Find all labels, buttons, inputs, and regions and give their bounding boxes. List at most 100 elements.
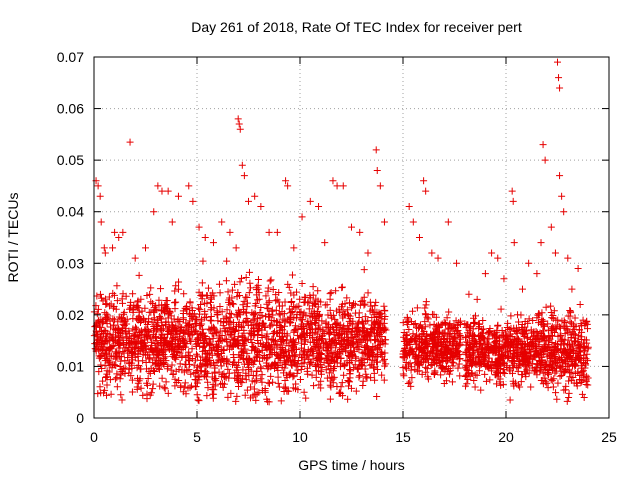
data-point bbox=[182, 353, 190, 361]
data-point bbox=[146, 369, 154, 377]
data-point bbox=[485, 335, 493, 343]
data-point bbox=[550, 358, 558, 366]
data-point bbox=[567, 355, 575, 363]
data-point bbox=[182, 361, 190, 369]
data-point bbox=[360, 301, 368, 309]
data-point bbox=[237, 274, 245, 282]
data-point bbox=[329, 356, 337, 364]
data-point bbox=[346, 374, 354, 382]
data-point bbox=[137, 384, 145, 392]
data-point bbox=[209, 239, 217, 247]
data-point bbox=[221, 327, 229, 335]
data-point bbox=[475, 360, 483, 368]
data-point bbox=[513, 363, 521, 371]
data-point bbox=[201, 314, 209, 322]
data-point bbox=[307, 359, 315, 367]
data-point bbox=[175, 365, 183, 373]
data-point bbox=[380, 302, 388, 310]
data-point bbox=[471, 338, 479, 346]
data-point bbox=[365, 351, 373, 359]
data-point bbox=[508, 187, 516, 195]
data-point bbox=[189, 313, 197, 321]
data-point bbox=[136, 337, 144, 345]
data-point bbox=[263, 395, 271, 403]
data-point bbox=[561, 324, 569, 332]
data-point bbox=[575, 326, 583, 334]
y-tick-label: 0 bbox=[76, 410, 84, 426]
data-point bbox=[483, 339, 491, 347]
data-point bbox=[188, 306, 196, 314]
data-point bbox=[412, 352, 420, 360]
data-point bbox=[149, 385, 157, 393]
data-point bbox=[529, 337, 537, 345]
data-point bbox=[118, 313, 126, 321]
data-point bbox=[533, 270, 541, 278]
data-point bbox=[352, 324, 360, 332]
data-point bbox=[296, 375, 304, 383]
data-point bbox=[550, 375, 558, 383]
data-point bbox=[257, 203, 265, 211]
data-point bbox=[485, 362, 493, 370]
data-point bbox=[119, 348, 127, 356]
data-point bbox=[409, 307, 417, 315]
data-point bbox=[304, 370, 312, 378]
data-point bbox=[157, 307, 165, 315]
data-point bbox=[583, 318, 591, 326]
data-point bbox=[204, 350, 212, 358]
data-point bbox=[136, 318, 144, 326]
data-point bbox=[554, 58, 561, 66]
data-point bbox=[290, 291, 298, 299]
data-point bbox=[199, 360, 207, 368]
data-point bbox=[442, 356, 450, 364]
data-point bbox=[167, 366, 175, 374]
data-point bbox=[105, 293, 113, 301]
data-point bbox=[371, 319, 379, 327]
data-point bbox=[113, 370, 121, 378]
data-point bbox=[327, 383, 335, 391]
data-point bbox=[97, 218, 105, 226]
data-point bbox=[141, 348, 149, 356]
data-point bbox=[161, 385, 169, 393]
data-point bbox=[109, 315, 117, 323]
data-point bbox=[556, 84, 564, 92]
data-point bbox=[576, 375, 584, 383]
data-point bbox=[234, 115, 242, 123]
data-point bbox=[300, 340, 308, 348]
data-point bbox=[100, 244, 108, 252]
data-point bbox=[358, 362, 366, 370]
data-point bbox=[469, 349, 477, 357]
data-point bbox=[182, 319, 190, 327]
axis-ticks: 0 0.01 0.02 0.03 0.04 0.05 0.06 0.07 0 5 10 15 20 25 bbox=[57, 49, 617, 445]
data-point bbox=[125, 358, 133, 366]
data-point bbox=[540, 343, 548, 351]
data-point bbox=[426, 352, 434, 360]
data-point bbox=[428, 347, 436, 355]
data-point bbox=[122, 317, 130, 325]
data-point bbox=[312, 373, 320, 381]
data-point bbox=[126, 138, 134, 146]
data-point bbox=[94, 390, 102, 398]
data-point bbox=[525, 259, 533, 267]
data-point bbox=[287, 309, 295, 317]
data-point bbox=[496, 378, 504, 386]
data-point bbox=[195, 223, 203, 231]
data-point bbox=[154, 182, 162, 190]
data-point bbox=[553, 395, 561, 403]
data-point bbox=[243, 303, 251, 311]
data-point bbox=[580, 373, 588, 381]
data-point bbox=[210, 375, 218, 383]
data-point bbox=[155, 365, 163, 373]
data-point bbox=[204, 378, 212, 386]
data-point bbox=[159, 349, 167, 357]
data-point bbox=[245, 289, 253, 297]
data-point bbox=[172, 347, 180, 355]
data-point bbox=[207, 317, 215, 325]
data-point bbox=[481, 370, 489, 378]
data-point bbox=[274, 379, 282, 387]
data-point bbox=[206, 298, 214, 306]
data-point bbox=[269, 285, 277, 293]
data-point bbox=[341, 342, 349, 350]
data-point bbox=[432, 342, 440, 350]
data-point bbox=[222, 277, 230, 285]
